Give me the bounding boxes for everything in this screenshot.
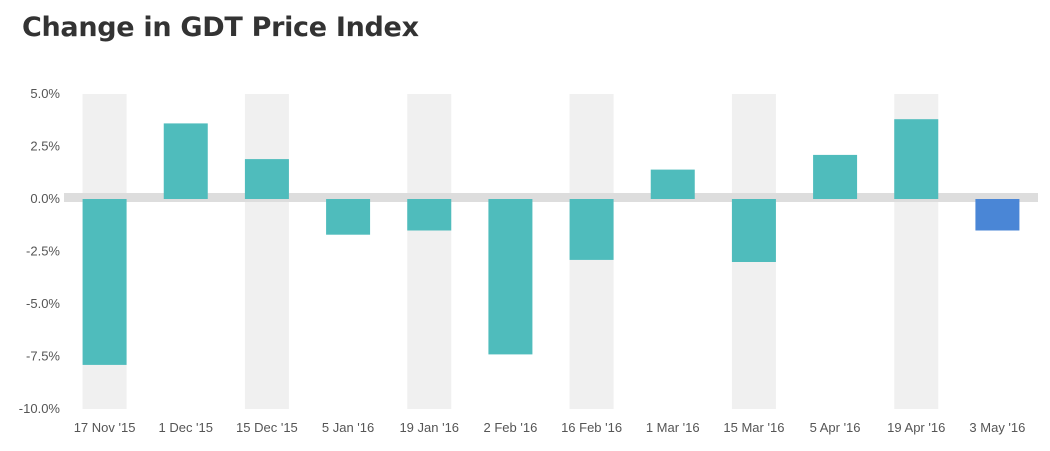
x-axis-ticks: 17 Nov '15 1 Dec '15 15 Dec '15 5 Jan '16 19… bbox=[74, 420, 1026, 435]
bar[interactable] bbox=[894, 119, 939, 199]
x-tick-label: 19 Apr '16 bbox=[887, 420, 945, 435]
bar[interactable] bbox=[975, 199, 1020, 231]
x-tick-label: 5 Apr '16 bbox=[810, 420, 861, 435]
y-tick-label: 5.0% bbox=[30, 86, 60, 101]
chart-title: Change in GDT Price Index bbox=[22, 12, 419, 43]
x-tick-label: 1 Mar '16 bbox=[646, 420, 700, 435]
bar[interactable] bbox=[488, 199, 533, 355]
bar[interactable] bbox=[813, 154, 858, 199]
y-axis-ticks: 5.0% 2.5% 0.0% -2.5% -5.0% -7.5% -10.0% bbox=[19, 86, 61, 416]
x-tick-label: 16 Feb '16 bbox=[561, 420, 622, 435]
x-tick-label: 2 Feb '16 bbox=[484, 420, 538, 435]
x-tick-label: 15 Dec '15 bbox=[236, 420, 298, 435]
x-tick-label: 15 Mar '16 bbox=[723, 420, 784, 435]
x-tick-label: 1 Dec '15 bbox=[158, 420, 213, 435]
y-tick-label: 0.0% bbox=[30, 191, 60, 206]
x-tick-label: 17 Nov '15 bbox=[74, 420, 136, 435]
bar[interactable] bbox=[407, 199, 452, 231]
bar[interactable] bbox=[326, 199, 371, 235]
bar[interactable] bbox=[569, 199, 614, 260]
y-tick-label: 2.5% bbox=[30, 139, 60, 154]
bar[interactable] bbox=[731, 199, 776, 262]
bar[interactable] bbox=[650, 169, 695, 199]
column-band bbox=[407, 94, 452, 409]
y-tick-label: -7.5% bbox=[26, 349, 60, 364]
zero-line bbox=[64, 193, 1038, 202]
bar[interactable] bbox=[82, 199, 127, 365]
y-tick-label: -2.5% bbox=[26, 244, 60, 259]
y-tick-label: -10.0% bbox=[19, 401, 61, 416]
bar[interactable] bbox=[163, 123, 208, 199]
column-band bbox=[244, 94, 289, 409]
x-tick-label: 19 Jan '16 bbox=[399, 420, 459, 435]
bar[interactable] bbox=[244, 159, 289, 199]
zero-baseline bbox=[64, 193, 1038, 202]
x-tick-label: 3 May '16 bbox=[969, 420, 1025, 435]
bar-series bbox=[82, 119, 1020, 365]
y-tick-label: -5.0% bbox=[26, 296, 60, 311]
x-tick-label: 5 Jan '16 bbox=[322, 420, 374, 435]
